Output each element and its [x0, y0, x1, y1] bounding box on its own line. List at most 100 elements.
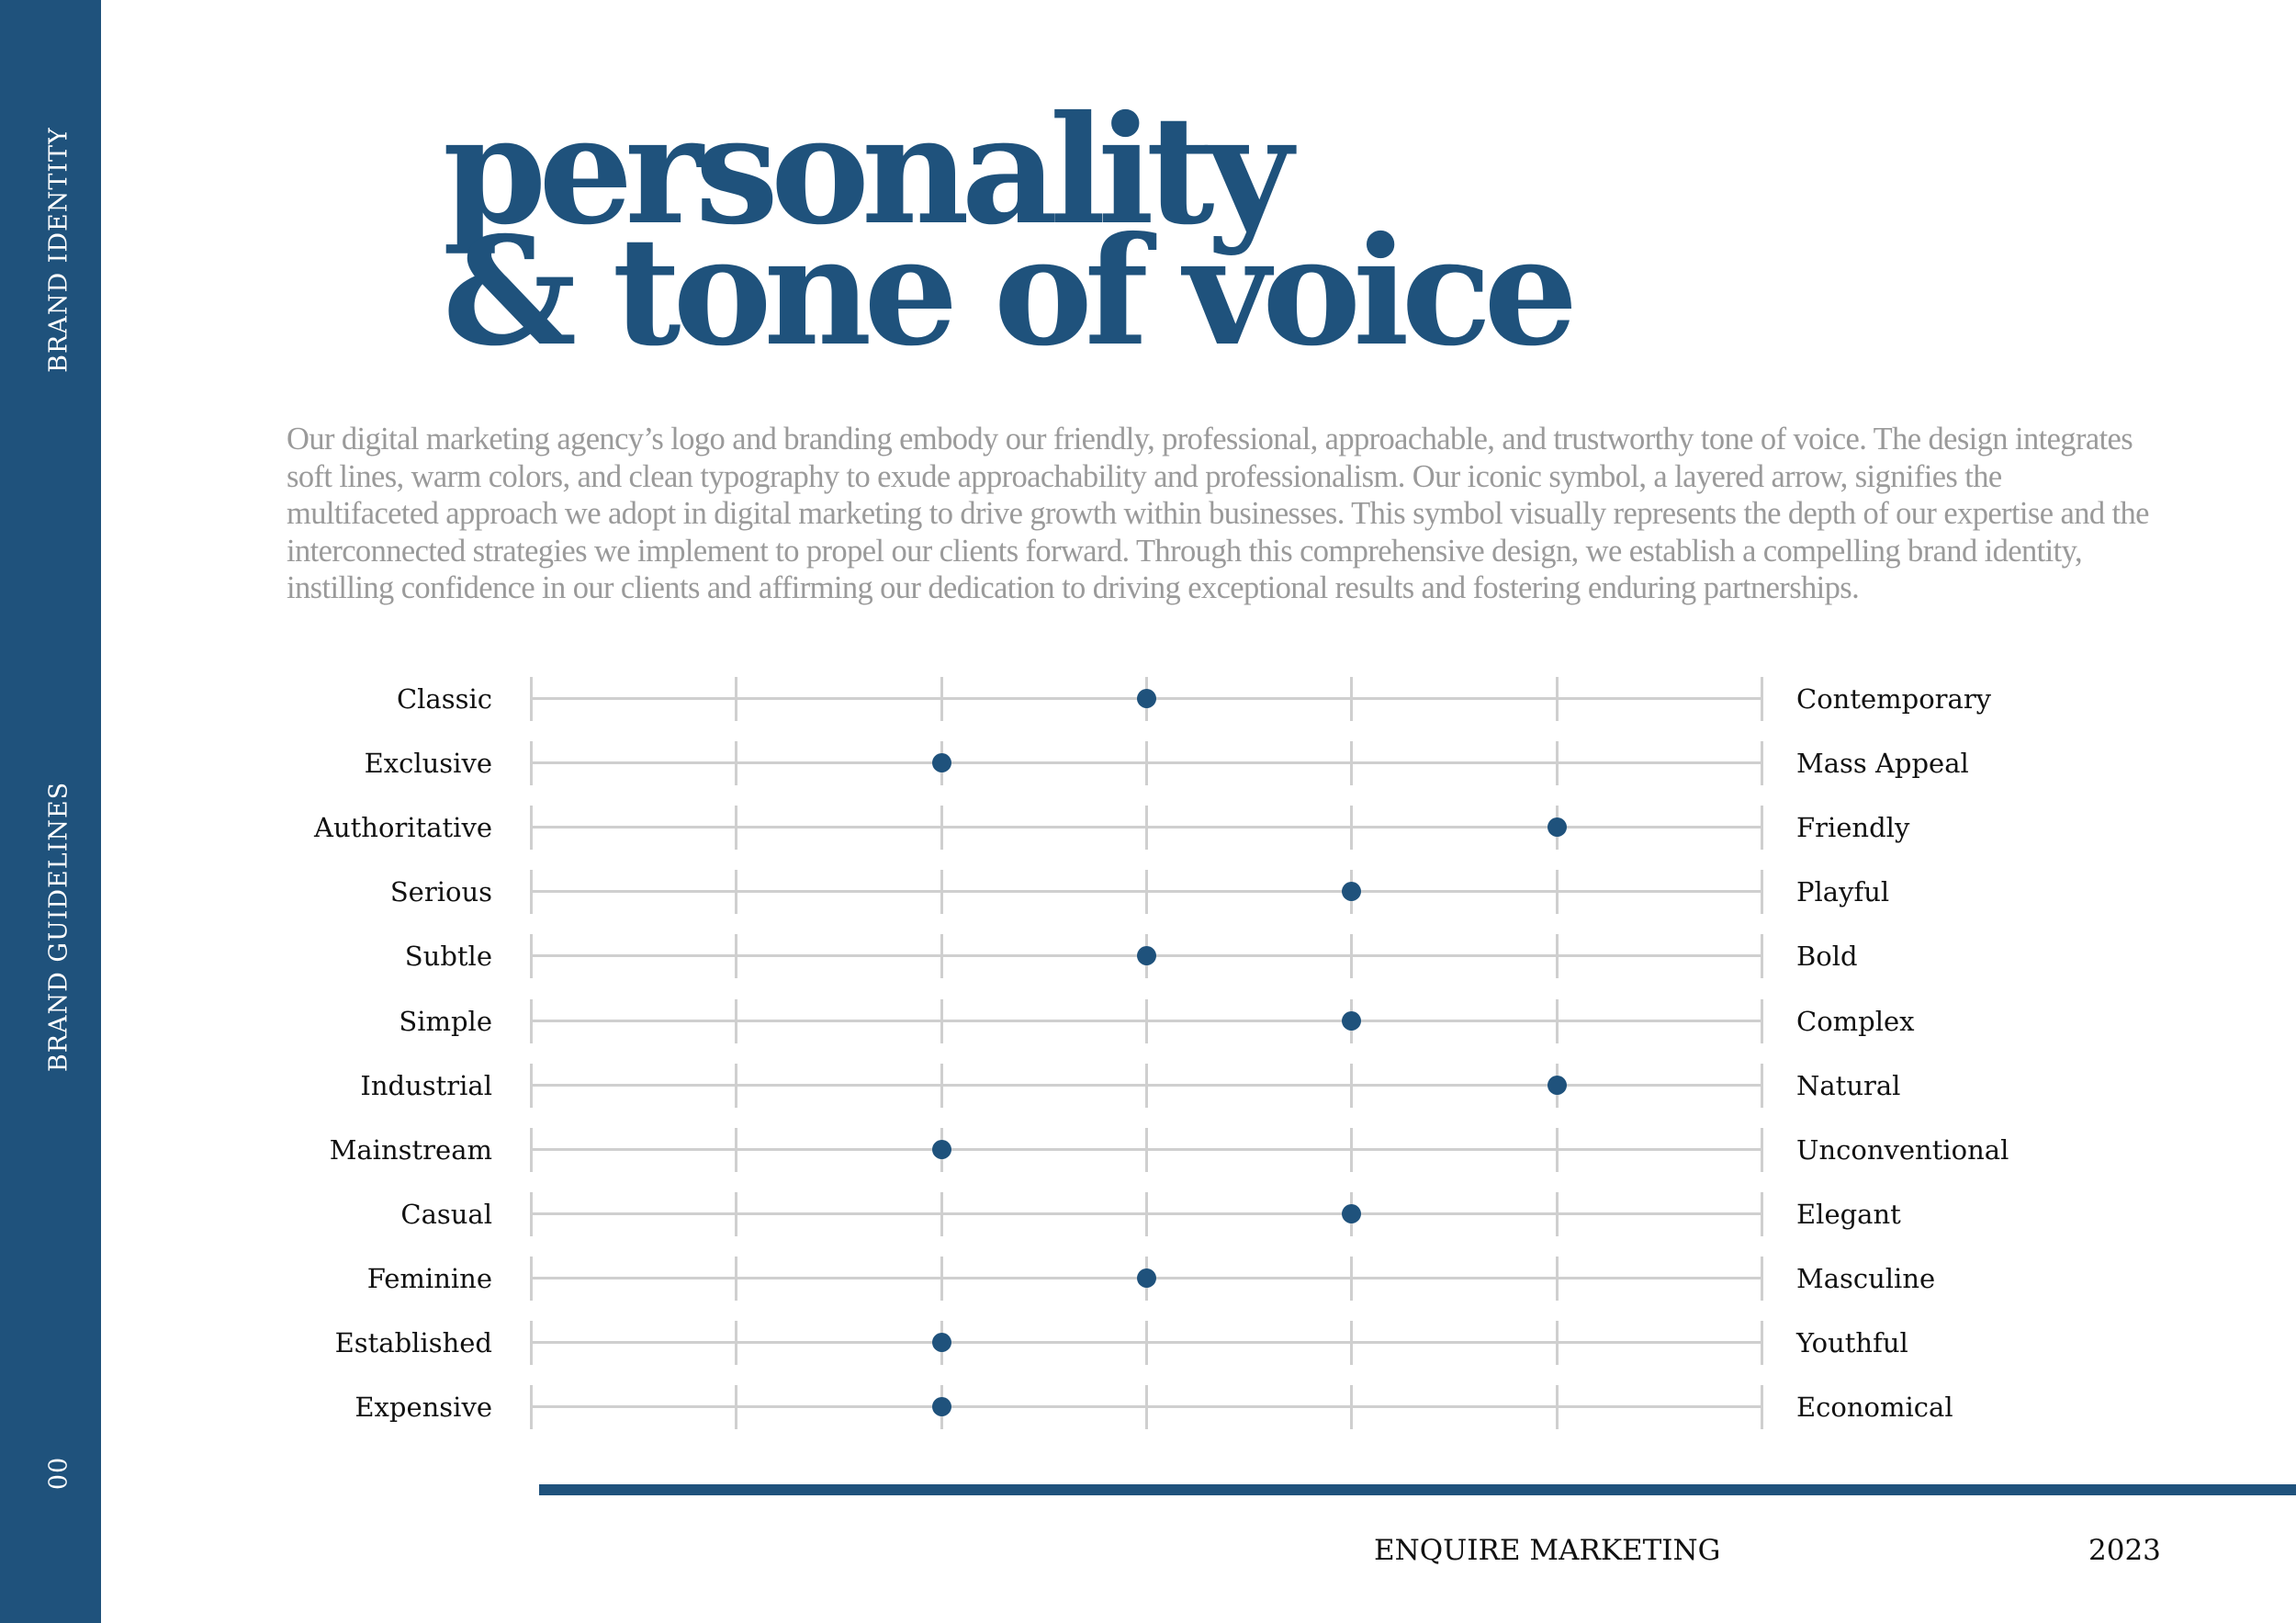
scale-tick [735, 999, 737, 1043]
scale-tick [1761, 1257, 1763, 1301]
scale-marker-dot [1137, 689, 1156, 708]
scale-left-label: Classic [396, 683, 492, 715]
scale-tick [1350, 1321, 1353, 1365]
scale-tick [1761, 1321, 1763, 1365]
scale-tick [1145, 1128, 1148, 1172]
sidebar: BRAND IDENTITY BRAND GUIDELINES 00 [0, 0, 101, 1623]
scale-tick [940, 999, 943, 1043]
scale-tick [1556, 934, 1559, 978]
scale-tick [1145, 1385, 1148, 1429]
scale-tick [1350, 934, 1353, 978]
scale-tick [1556, 1321, 1559, 1365]
scale-tick [1761, 1128, 1763, 1172]
scale-left-label: Subtle [404, 941, 492, 972]
page-title: personality & tone of voice [443, 96, 1578, 379]
scale-row: Casual Elegant [0, 1191, 2296, 1237]
scale-tick [1350, 677, 1353, 721]
scale-tick [735, 741, 737, 785]
footer-rule [539, 1484, 2296, 1495]
scale-right-label: Playful [1796, 876, 1890, 907]
scale-tick [735, 1257, 737, 1301]
scale-tick [1556, 1192, 1559, 1236]
footer-company-name: ENQUIRE MARKETING [1374, 1534, 1721, 1567]
sidebar-section-label-brand-identity: BRAND IDENTITY [44, 127, 73, 373]
scale-tick [940, 677, 943, 721]
page-title-line-2: & tone of voice [443, 205, 1578, 379]
scale-right-label: Complex [1796, 1006, 1915, 1037]
scale-marker-dot [932, 753, 951, 772]
scale-tick [530, 999, 533, 1043]
scale-row: Classic Contemporary [0, 676, 2296, 722]
scale-left-label: Casual [400, 1199, 492, 1230]
scale-tick [1556, 1385, 1559, 1429]
scale-row: Expensive Economical [0, 1384, 2296, 1430]
scale-tick [1145, 1064, 1148, 1108]
scale-tick [1761, 1192, 1763, 1236]
scale-tick [530, 1192, 533, 1236]
scale-row: Industrial Natural [0, 1063, 2296, 1109]
scale-tick [735, 1321, 737, 1365]
scale-tick [940, 934, 943, 978]
scale-left-label: Exclusive [364, 748, 492, 779]
scale-tick [1350, 1257, 1353, 1301]
scale-tick [530, 1257, 533, 1301]
scale-tick [1761, 741, 1763, 785]
scale-tick [735, 934, 737, 978]
scale-left-label: Authoritative [314, 812, 492, 843]
scale-left-label: Feminine [366, 1263, 492, 1294]
scale-tick [735, 1064, 737, 1108]
scale-right-label: Contemporary [1796, 683, 1992, 715]
scale-right-label: Economical [1796, 1392, 1953, 1423]
scale-right-label: Unconventional [1796, 1134, 2009, 1166]
scale-row: Feminine Masculine [0, 1256, 2296, 1302]
scale-row: Established Youthful [0, 1320, 2296, 1366]
scale-tick [530, 1321, 533, 1365]
scale-tick [1761, 934, 1763, 978]
scale-tick [530, 870, 533, 914]
scale-tick [1761, 1385, 1763, 1429]
scale-marker-dot [1137, 1268, 1156, 1288]
scale-marker-dot [1342, 1011, 1361, 1031]
scale-left-label: Industrial [360, 1070, 492, 1101]
intro-paragraph: Our digital marketing agency’s logo and … [287, 422, 2149, 606]
scale-tick [1350, 806, 1353, 850]
scale-tick [735, 1385, 737, 1429]
scale-tick [1145, 999, 1148, 1043]
scale-row: Simple Complex [0, 998, 2296, 1044]
scale-tick [1556, 870, 1559, 914]
scale-marker-dot [1137, 946, 1156, 965]
footer-year: 2023 [2088, 1534, 2161, 1567]
page-number: 00 [44, 1456, 73, 1491]
scale-tick [1350, 1064, 1353, 1108]
scale-tick [940, 806, 943, 850]
scale-marker-dot [1342, 1204, 1361, 1223]
scale-tick [1145, 1192, 1148, 1236]
scale-left-label: Serious [389, 876, 492, 907]
scale-tick [940, 870, 943, 914]
scale-left-label: Expensive [355, 1392, 492, 1423]
scale-tick [1556, 1257, 1559, 1301]
scale-tick [530, 677, 533, 721]
scale-row: Mainstream Unconventional [0, 1127, 2296, 1173]
scale-tick [735, 1192, 737, 1236]
scale-tick [1761, 806, 1763, 850]
scale-tick [1556, 1128, 1559, 1172]
scale-marker-dot [1548, 1076, 1567, 1095]
scale-marker-dot [1342, 882, 1361, 901]
scale-left-label: Mainstream [329, 1134, 492, 1166]
scale-tick [735, 1128, 737, 1172]
scale-tick [1145, 806, 1148, 850]
scale-tick [530, 741, 533, 785]
scale-left-label: Established [334, 1327, 492, 1358]
scale-row: Exclusive Mass Appeal [0, 740, 2296, 786]
scale-tick [1350, 741, 1353, 785]
scale-tick [530, 1064, 533, 1108]
scale-tick [530, 1128, 533, 1172]
scale-tick [530, 806, 533, 850]
scale-right-label: Youthful [1796, 1327, 1908, 1358]
scale-marker-dot [932, 1397, 951, 1416]
scale-marker-dot [932, 1333, 951, 1352]
scale-row: Subtle Bold [0, 933, 2296, 979]
scale-tick [1145, 741, 1148, 785]
scale-tick [1761, 1064, 1763, 1108]
